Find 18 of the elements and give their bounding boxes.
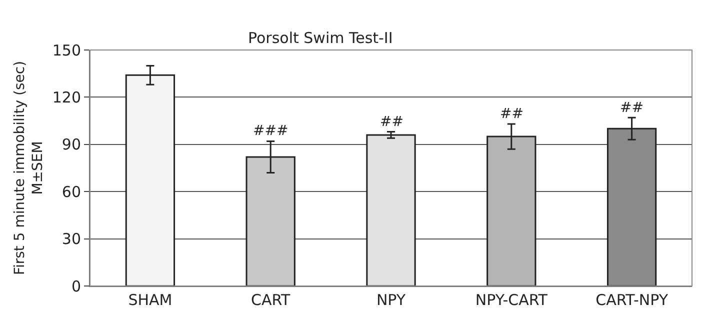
y-axis-title: First 5 minute immobility (sec) M±SEM (12, 60, 46, 276)
y-tick-label: 0 (71, 277, 81, 296)
x-tick-label: CART (250, 291, 292, 309)
annotation: ## (500, 106, 524, 122)
x-tick-label: NPY-CART (475, 291, 548, 309)
x-tick-label: NPY (376, 291, 406, 309)
y-tick-label: 150 (52, 41, 81, 60)
bar (366, 134, 416, 286)
y-tick-label: 90 (62, 136, 81, 154)
x-tick-label: CART-NPY (596, 291, 669, 309)
chart-title: Porsolt Swim Test-II (248, 29, 393, 48)
annotation: ### (253, 123, 288, 139)
x-tick-label: SHAM (128, 291, 172, 309)
y-tick-label: 60 (62, 182, 81, 201)
annotation: ## (380, 114, 404, 130)
y-tick-label: 120 (52, 88, 81, 106)
annotation: ## (620, 100, 644, 116)
y-tick-label: 30 (62, 230, 81, 248)
